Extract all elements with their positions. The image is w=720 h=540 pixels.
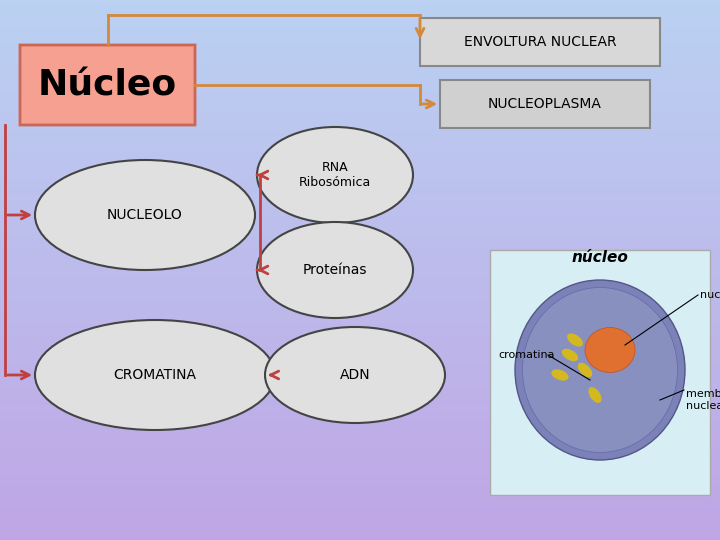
FancyBboxPatch shape — [20, 45, 195, 125]
Ellipse shape — [35, 320, 275, 430]
Ellipse shape — [577, 363, 593, 377]
Ellipse shape — [35, 160, 255, 270]
Bar — [440, 80, 650, 128]
Ellipse shape — [265, 327, 445, 423]
Ellipse shape — [588, 387, 602, 403]
Text: ENVOLTURA NUCLEAR: ENVOLTURA NUCLEAR — [464, 35, 616, 49]
Text: Proteínas: Proteínas — [302, 263, 367, 277]
Text: Núcleo: Núcleo — [38, 68, 177, 102]
Text: ADN: ADN — [340, 368, 370, 382]
Text: cromatina: cromatina — [498, 350, 554, 360]
Bar — [490, 250, 710, 495]
Ellipse shape — [523, 287, 678, 453]
Ellipse shape — [585, 327, 635, 373]
Bar — [420, 18, 660, 66]
Text: membrana
nuclear: membrana nuclear — [686, 389, 720, 411]
Ellipse shape — [515, 280, 685, 460]
Text: RNA
Ribosómica: RNA Ribosómica — [299, 161, 371, 189]
Text: NUCLEOLO: NUCLEOLO — [107, 208, 183, 222]
Text: CROMATINA: CROMATINA — [114, 368, 197, 382]
Text: núcleo: núcleo — [572, 251, 629, 266]
Ellipse shape — [562, 349, 578, 361]
Ellipse shape — [257, 222, 413, 318]
Text: nucleolo: nucleolo — [700, 290, 720, 300]
Ellipse shape — [567, 333, 583, 347]
Ellipse shape — [552, 369, 569, 381]
Ellipse shape — [257, 127, 413, 223]
Text: NUCLEOPLASMA: NUCLEOPLASMA — [488, 97, 602, 111]
